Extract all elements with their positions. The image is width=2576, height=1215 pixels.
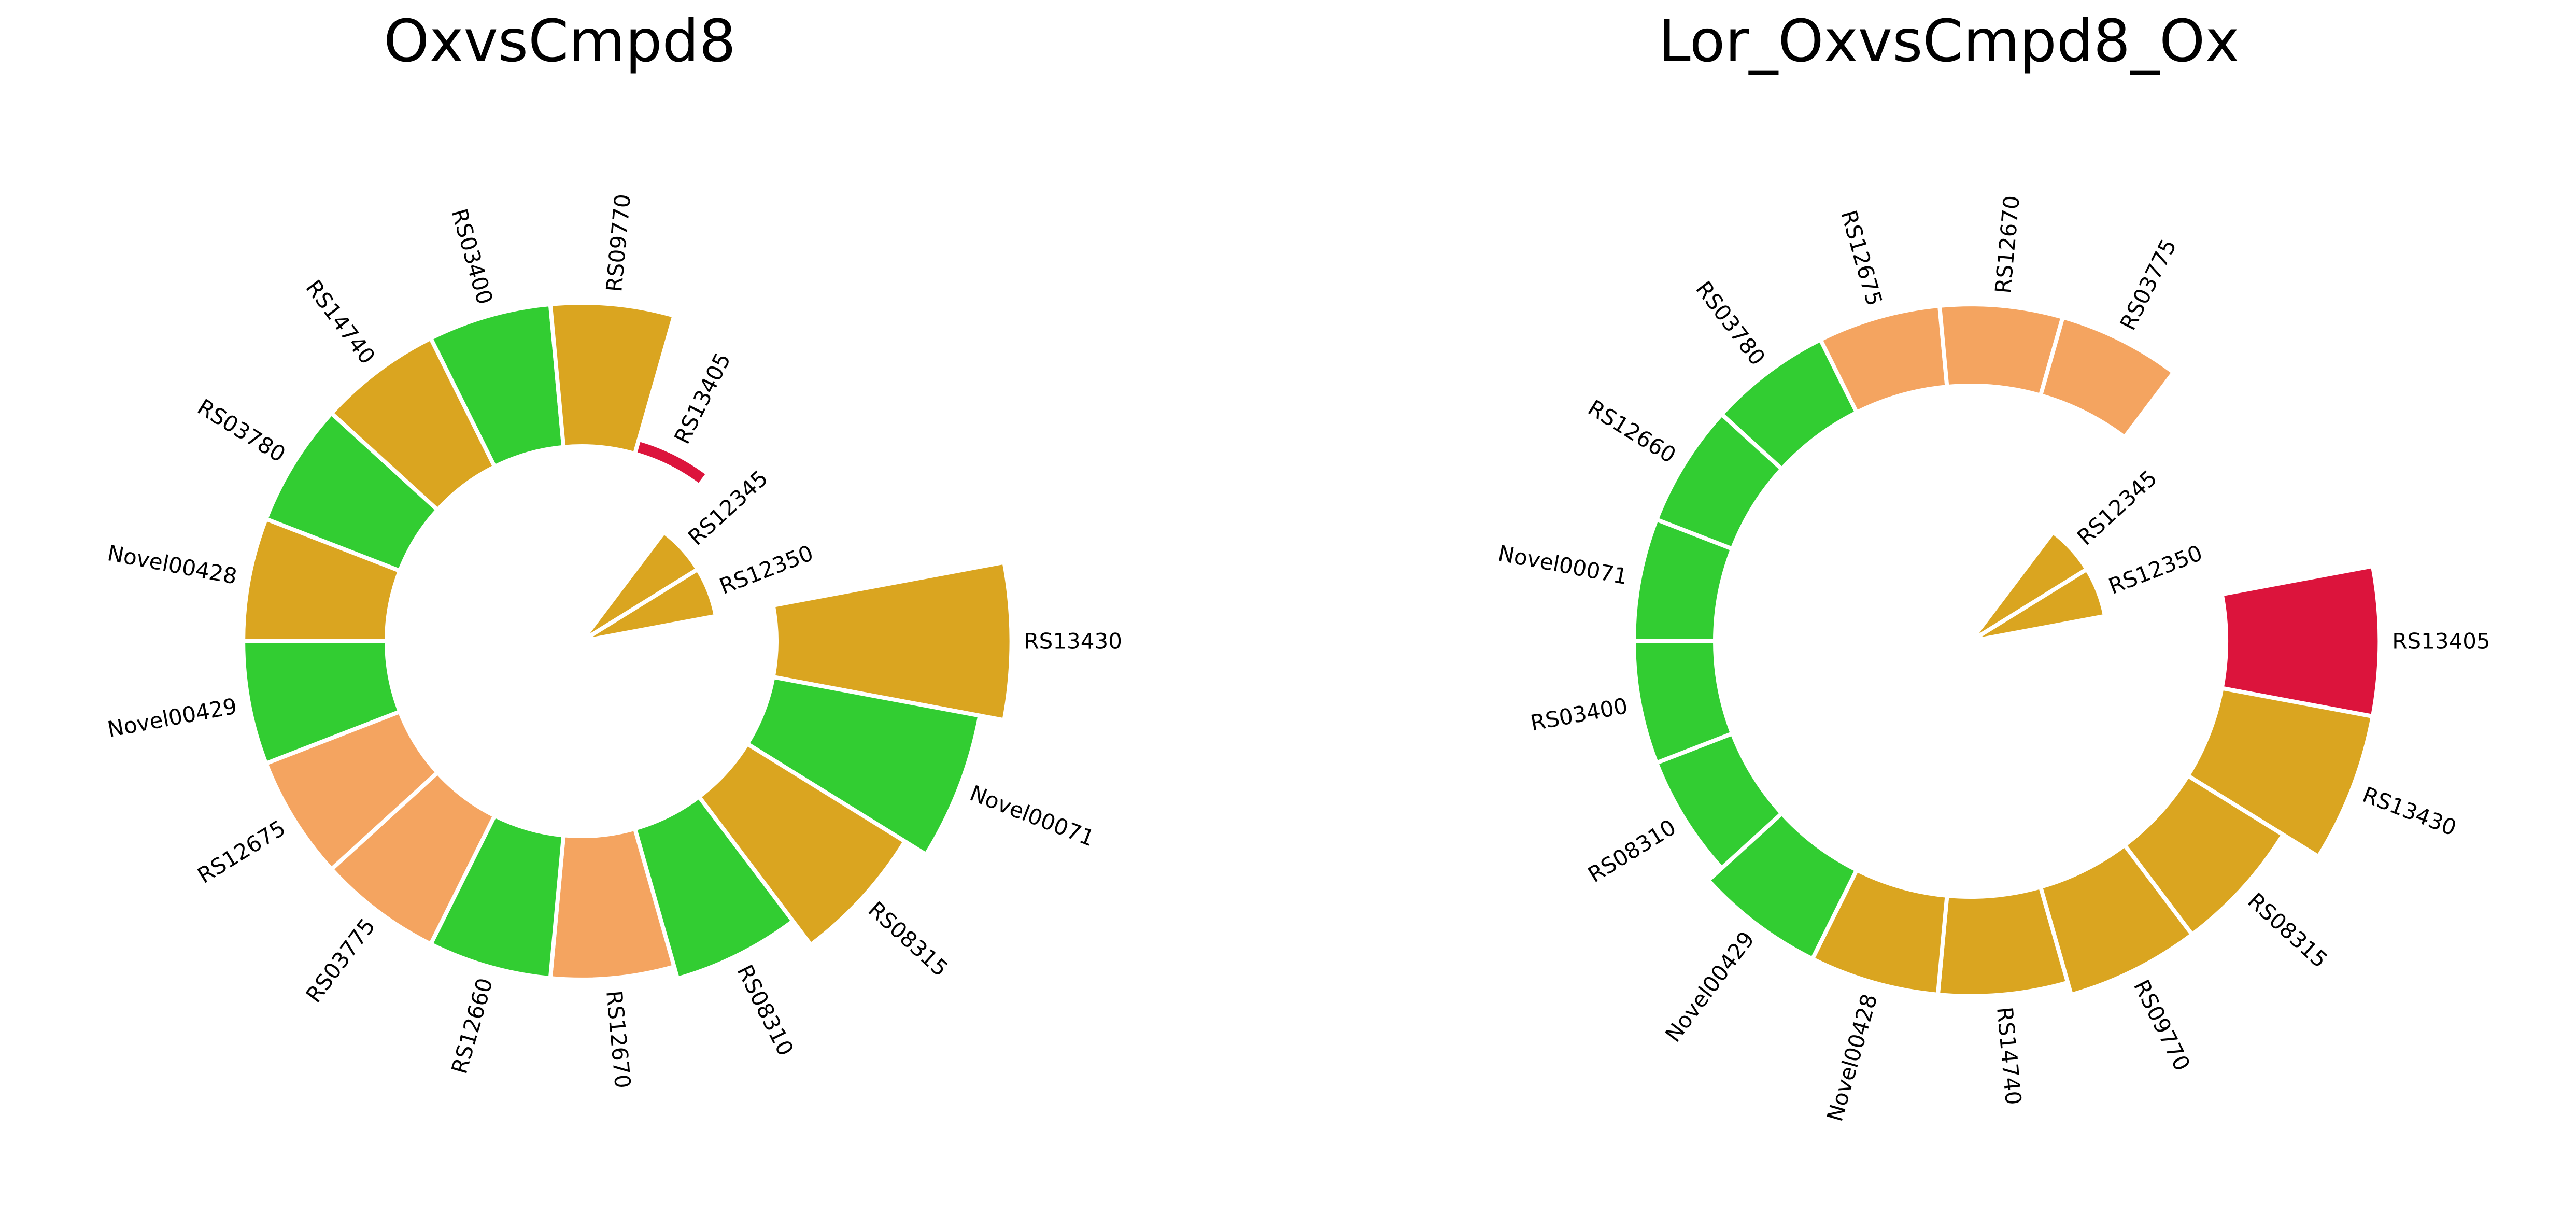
bar-rs03400 [1632,639,1735,766]
bar-rs08310 [1653,730,1785,871]
bar-novel00429 [1705,810,1860,962]
chart-title-lor-oxvscmpd8-ox: Lor_OxvsCmpd8_Ox [1658,8,2239,75]
bar-novel00071 [1632,517,1735,643]
category-label-rs03775: RS03775 [301,913,380,1007]
bar-rs12660 [428,813,566,981]
category-label-rs09770: RS09770 [601,193,635,293]
category-label-novel00428: Novel00428 [1822,991,1882,1124]
category-label-rs12675: RS12675 [193,815,290,888]
category-label-rs03780: RS03780 [1691,276,1770,370]
chart-title-oxvscmpd8: OxvsCmpd8 [384,8,736,75]
bar-rs13405 [632,436,711,489]
bar-rs13430 [2185,685,2375,860]
bar-rs12350 [580,566,718,643]
category-label-rs03780: RS03780 [193,394,290,467]
category-label-rs12670: RS12670 [1990,194,2025,294]
bar-rs12675 [263,709,441,872]
category-label-rs14740: RS14740 [301,275,380,369]
bar-rs14740 [1935,884,2071,998]
bar-rs14740 [328,335,498,513]
category-label-novel00429: Novel00429 [105,693,239,742]
bar-rs03775 [2037,314,2177,441]
category-label-rs13430: RS13430 [2359,782,2460,841]
bar-rs12675 [1817,303,1949,416]
category-label-rs12660: RS12660 [1583,395,1680,468]
bar-rs12670 [548,826,677,982]
bar-novel00428 [241,516,403,643]
category-label-rs09770: RS09770 [2129,976,2195,1075]
category-label-rs08315: RS08315 [2243,888,2332,973]
bar-rs12670 [1937,302,2065,398]
bar-rs03400 [428,302,566,470]
bar-rs08315 [696,741,908,948]
category-label-rs14740: RS14740 [1992,1006,2026,1106]
category-label-rs12670: RS12670 [601,990,635,1090]
category-label-rs12345: RS12345 [2072,465,2162,550]
bar-rs09770 [2037,842,2195,998]
category-label-rs03400: RS03400 [1528,693,1630,736]
bar-rs13405 [2219,563,2382,719]
category-label-novel00428: Novel00428 [105,540,239,589]
category-label-rs13405: RS13405 [669,349,735,448]
bar-rs03780 [1719,336,1860,472]
category-label-rs12660: RS12660 [446,975,498,1077]
category-label-rs12350: RS12350 [716,540,816,599]
category-label-rs08310: RS08310 [732,960,798,1059]
category-label-novel00071: Novel00071 [1496,541,1630,590]
bar-rs03775 [328,769,498,947]
category-label-rs13405: RS13405 [2392,629,2490,654]
category-label-novel00429: Novel00429 [1660,927,1760,1047]
bar-rs09770 [548,301,677,457]
bar-novel00428 [1809,867,1949,997]
category-label-novel00071: Novel00071 [966,780,1098,851]
bar-novel00429 [241,639,403,767]
bar-rs12350 [1969,566,2107,643]
bar-rs13430 [770,559,1014,723]
category-label-rs08310: RS08310 [1583,814,1680,887]
category-label-rs12350: RS12350 [2105,540,2205,599]
category-label-rs13430: RS13430 [1024,629,1122,654]
category-label-rs08315: RS08315 [864,897,953,982]
category-label-rs03400: RS03400 [446,206,498,307]
circular-bar-chart-right: RS13405 RS13430 RS08315 RS09770 RS14740 Novel… [1496,194,2490,1124]
bar-rs08310 [632,794,796,981]
bar-rs03780 [263,410,441,574]
bar-rs12660 [1653,411,1785,552]
category-label-rs12675: RS12675 [1836,207,1887,309]
bar-novel00071 [744,674,983,858]
category-label-rs03775: RS03775 [2115,235,2181,334]
